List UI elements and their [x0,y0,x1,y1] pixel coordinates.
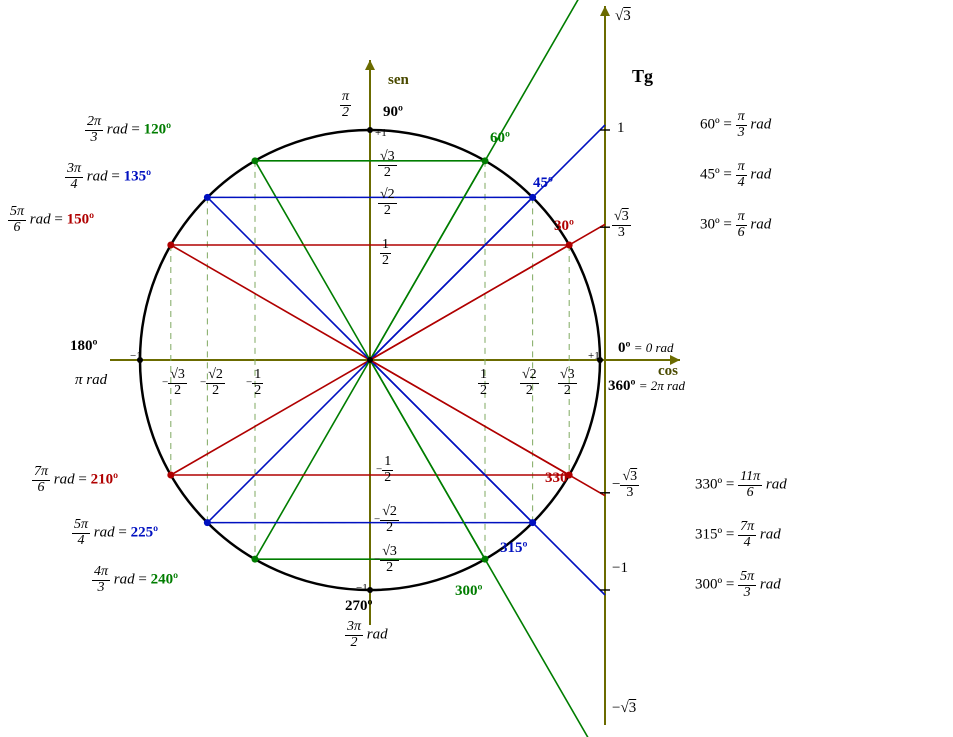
cos-tick-s32: √32 [558,368,577,398]
angle-90-rad: π2 [340,90,351,120]
eq-45: 45º = π4 rad [700,160,771,190]
sin-tick-n1: −1 [356,582,368,594]
cos-tick-h: 12 [478,368,489,398]
cos-tick-ns32: −√32 [162,368,187,398]
eq-60: 60º = π3 rad [700,110,771,140]
sin-tick-ns22: −√22 [374,505,399,535]
angle-180-rad: π rad [75,372,107,389]
cos-tick-nh: −12 [246,368,263,398]
sin-tick-p1: +1 [375,127,387,139]
sin-tick-s22: √22 [378,188,397,218]
tg-tick-s33: √33 [612,210,631,240]
eq-30: 30º = π6 rad [700,210,771,240]
angle-0: 0º = 0 rad [618,340,674,357]
angle-270: 270º [345,598,372,615]
cos-tick-s22: √22 [520,368,539,398]
angle-60: 60º [490,130,510,147]
tg-tick-ns33: −√33 [612,470,639,500]
angle-360: 360º = 2π rad [608,378,685,395]
eq-330: 330º = 11π6 rad [695,470,787,500]
angle-330: 330º [545,470,572,487]
angle-210: 7π6 rad = 210º [32,465,118,495]
trig-circle-diagram: sen cos Tg √3 1 √33 −√33 −1 −√3 0º = 0 r… [0,0,953,737]
angle-240: 4π3 rad = 240º [92,565,178,595]
angle-315: 315º [500,540,527,557]
eq-315: 315º = 7π4 rad [695,520,781,550]
sin-tick-nh: −12 [376,455,393,485]
sin-tick-s32: √32 [378,150,397,180]
eq-300: 300º = 5π3 rad [695,570,781,600]
trig-circle-svg [0,0,953,737]
angle-300: 300º [455,583,482,600]
angle-180: 180º [70,338,97,355]
angle-150: 5π6 rad = 150º [8,205,94,235]
tg-tick-n1: −1 [612,560,628,577]
cos-tick-p1: +1 [588,350,600,362]
angle-135: 3π4 rad = 135º [65,162,151,192]
cos-tick-ns22: −√22 [200,368,225,398]
label-sen: sen [388,72,409,89]
cos-tick-n1: −1 [130,350,142,362]
sin-tick-ns32: −√32 [374,545,399,575]
tg-tick-1: 1 [617,120,625,137]
angle-30: 30º [554,218,574,235]
sin-tick-h: 12 [380,238,391,268]
angle-120: 2π3 rad = 120º [85,115,171,145]
angle-270-rad: 3π2 rad [345,620,388,650]
angle-90: 90º [383,104,403,121]
label-tg: Tg [632,66,653,87]
tg-tick-sqrt3: √3 [615,8,631,25]
angle-45: 45º [533,175,553,192]
angle-225: 5π4 rad = 225º [72,518,158,548]
tg-tick-nsqrt3: −√3 [612,700,636,717]
